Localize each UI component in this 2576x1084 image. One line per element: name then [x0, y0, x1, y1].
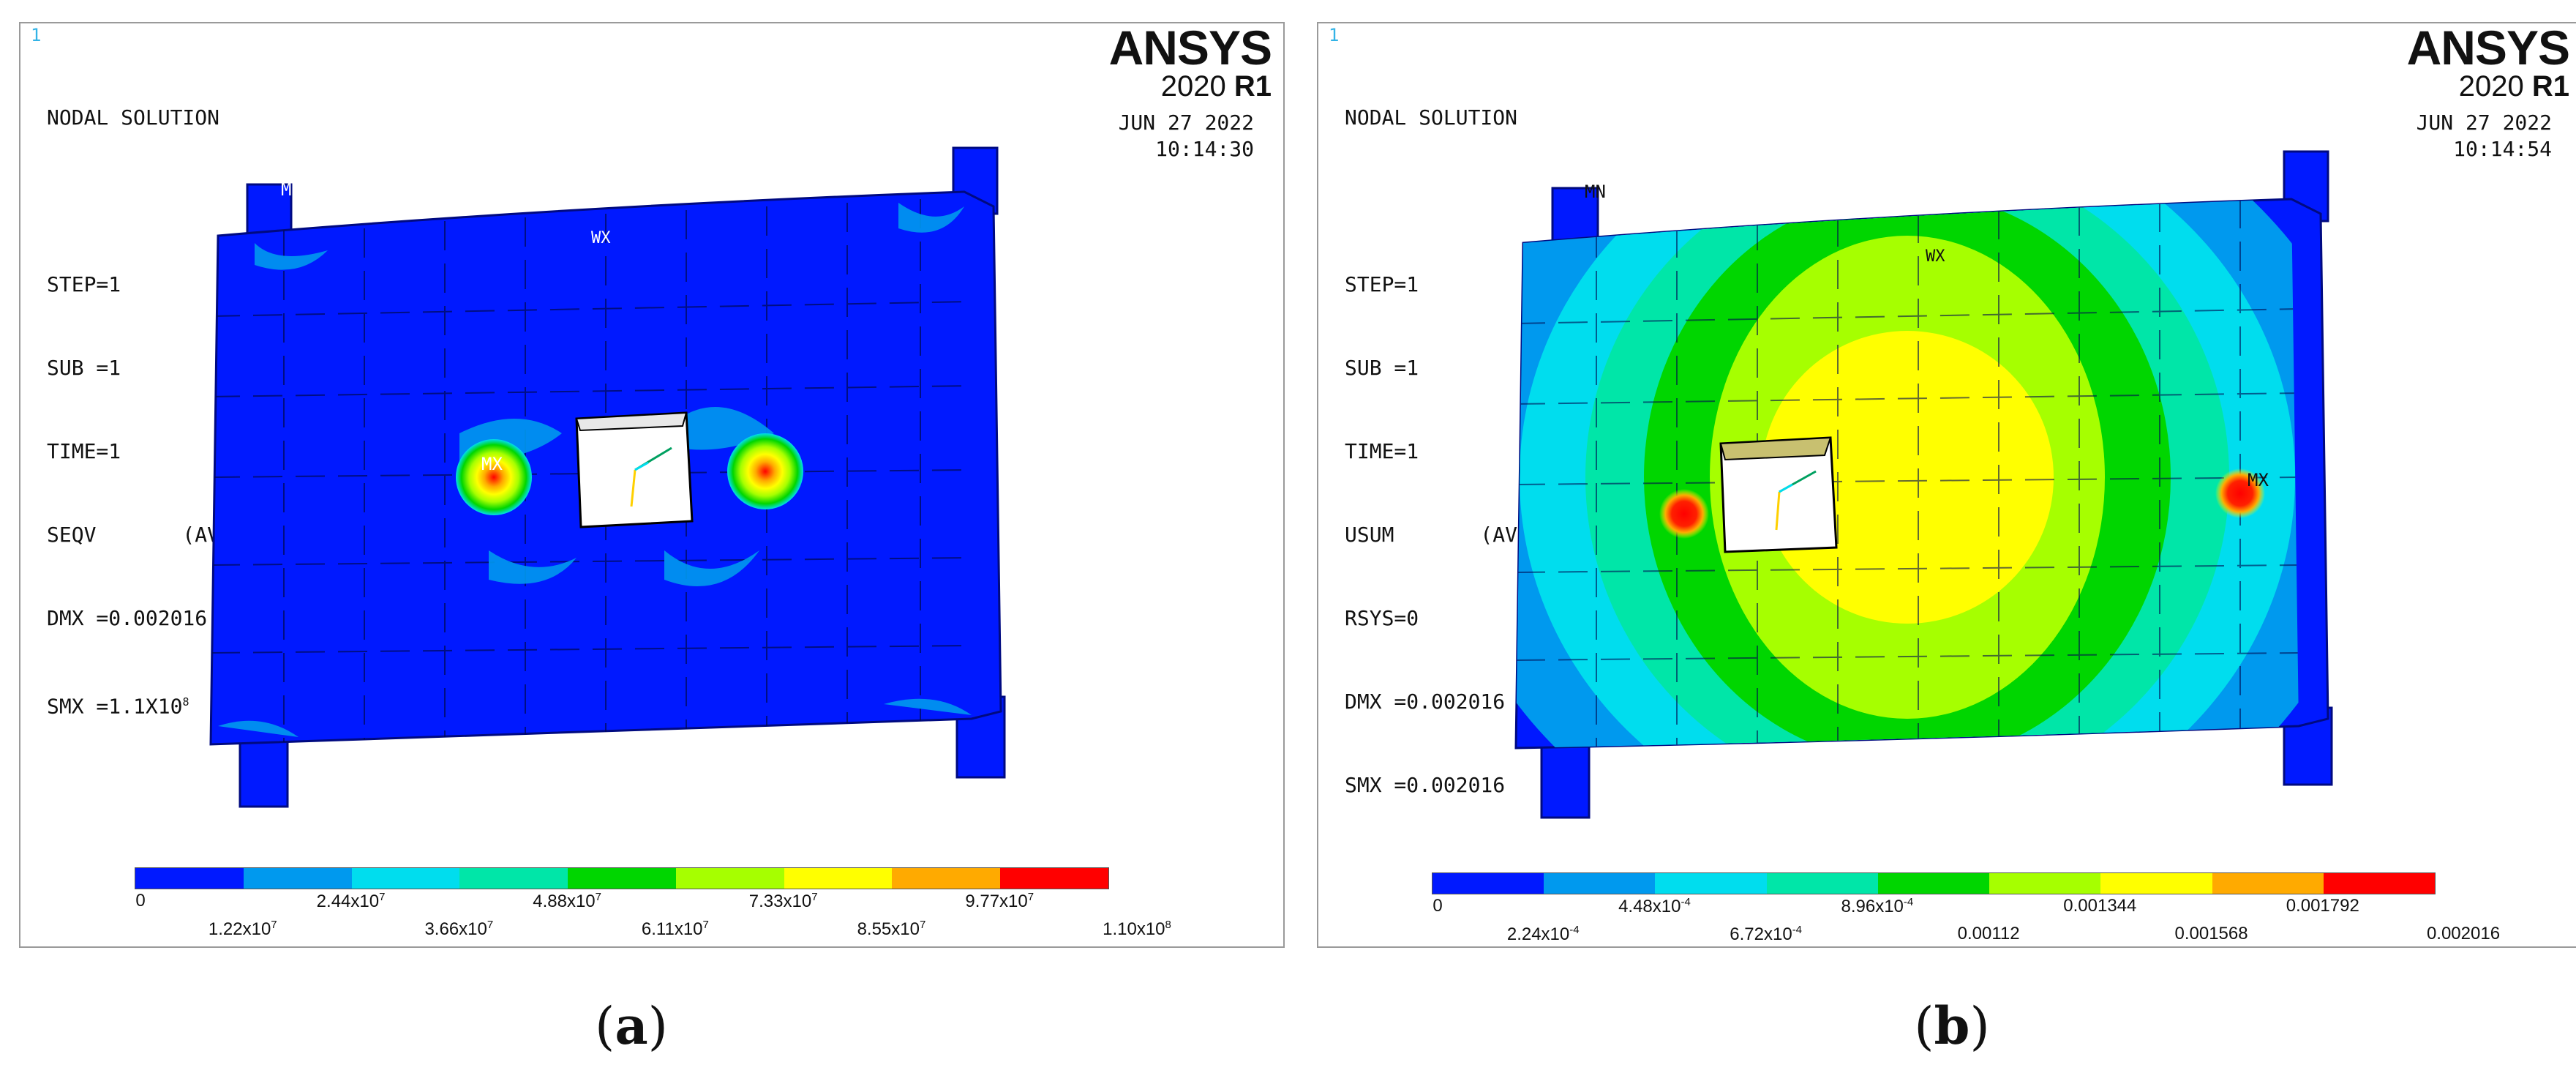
color-legend-bar: [1432, 872, 2436, 894]
legend-label-top-1: 0: [135, 891, 146, 911]
info-line-time: TIME=1: [47, 439, 121, 463]
version-release: R1: [1233, 70, 1272, 102]
legend-label-top-4: 7.33x107: [748, 891, 818, 911]
legend-swatch-2: [243, 868, 352, 889]
caption-letter: b: [1934, 995, 1970, 1056]
legend-swatch-6: [675, 868, 784, 889]
legend-label-top-3: 4.88x107: [533, 891, 601, 911]
legend-label-bottom-1: 2.24x10-4: [1506, 924, 1580, 944]
smx-mantissa: SMX =1.1X10: [47, 694, 183, 719]
legend-swatch-3: [1655, 873, 1767, 894]
info-line-title: NODAL SOLUTION: [1345, 105, 1518, 130]
legend-swatch-4: [459, 868, 568, 889]
legend-label-top-2: 2.44x107: [316, 891, 386, 911]
legend-label-top-2: 4.48x10-4: [1618, 896, 1691, 916]
displacement-hotspot-right: [2215, 468, 2265, 518]
legend-swatch-9: [1000, 868, 1109, 889]
legend-swatch-5: [1877, 873, 1990, 894]
info-line-sub: SUB =1: [1345, 356, 1419, 380]
panel-a-seqv: 1 NODAL SOLUTION STEP=1 SUB =1 TIME=1 SE…: [19, 22, 1285, 948]
timestamp: JUN 27 2022 10:14:30: [1119, 110, 1254, 162]
min-marker: MN: [1585, 182, 1606, 202]
version: 2020 R1: [2407, 72, 2569, 101]
window-number: 1: [1329, 25, 1340, 45]
info-line-smx: SMX =1.1X108: [47, 688, 244, 720]
legend-label-bottom-2: 3.66x107: [424, 919, 494, 939]
legend-swatch-6: [1989, 873, 2101, 894]
info-line-rsys: RSYS=0: [1345, 606, 1419, 630]
ansys-logo: ANSYS 2020 R1: [2406, 20, 2570, 101]
legend-label-top-5: 0.001792: [2286, 896, 2359, 916]
window-number: 1: [31, 25, 42, 45]
stress-hotspot-left: [456, 439, 532, 515]
info-line-time: TIME=1: [1345, 439, 1419, 463]
legend-swatch-3: [351, 868, 460, 889]
max-marker-left: MX: [481, 454, 503, 474]
legend-label-bottom-4: 8.55x107: [857, 919, 926, 939]
timestamp: JUN 27 2022 10:14:54: [2417, 110, 2552, 162]
info-line-dmx: DMX =0.002016: [1345, 689, 1506, 714]
stress-hotspot-right: [727, 433, 803, 509]
info-line-sub: SUB =1: [47, 356, 121, 380]
date: JUN 27 2022: [2416, 111, 2552, 135]
legend-swatch-4: [1766, 873, 1878, 894]
brand-name: ANSYS: [2406, 20, 2570, 75]
legend-swatch-8: [892, 868, 1001, 889]
legend-swatch-1: [1432, 873, 1544, 894]
panel-b-usum: 1 NODAL SOLUTION STEP=1 SUB =1 TIME=1 US…: [1317, 22, 2576, 948]
legend-swatch-7: [784, 868, 893, 889]
time: 10:14:54: [2453, 137, 2552, 161]
smx-exponent: 8: [182, 695, 189, 709]
version-number: 2020: [1160, 70, 1226, 102]
fe-model-view: MN MX WX: [209, 146, 1006, 808]
version: 2020 R1: [1109, 72, 1272, 101]
legend-swatch-1: [135, 868, 244, 889]
legend-swatch-9: [2323, 873, 2435, 894]
info-line-step: STEP=1: [1345, 272, 1419, 296]
triad-label: WX: [591, 229, 611, 247]
legend-label-bottom-2: 6.72x10-4: [1730, 924, 1803, 944]
info-line-dmx: DMX =0.002016: [47, 606, 208, 630]
brand-name: ANSYS: [1108, 20, 1272, 75]
info-line-title: NODAL SOLUTION: [47, 105, 220, 130]
color-legend-bar: [135, 867, 1109, 889]
info-line-step: STEP=1: [47, 272, 121, 296]
time: 10:14:30: [1155, 137, 1254, 161]
max-marker-right: MX: [2248, 470, 2269, 490]
legend-label-bottom-3: 6.11x107: [641, 919, 709, 939]
triad-icon: [1775, 470, 1817, 531]
version-number: 2020: [2458, 70, 2524, 102]
legend-label-bottom-5: 1.10x108: [1103, 919, 1171, 939]
ansys-logo: ANSYS 2020 R1: [1109, 23, 1272, 101]
legend-label-top-5: 9.77x107: [965, 891, 1034, 911]
legend-label-bottom-4: 0.001568: [2174, 924, 2248, 943]
legend-label-top-1: 0: [1432, 896, 1443, 916]
leg-bottom-left: [1540, 736, 1591, 819]
fe-model-view: MN MX WX: [1514, 150, 2333, 819]
legend-swatch-5: [568, 868, 676, 889]
caption-letter: a: [615, 995, 648, 1056]
date: JUN 27 2022: [1118, 111, 1254, 135]
displacement-hotspot-left: [1659, 489, 1709, 539]
caption-a: (a): [595, 995, 668, 1056]
triad-label: WX: [1926, 247, 1945, 266]
legend-label-bottom-5: 0.002016: [2426, 924, 2501, 943]
triad-icon: [630, 446, 672, 507]
version-release: R1: [2531, 70, 2569, 102]
caption-b: (b): [1914, 995, 1990, 1056]
legend-swatch-2: [1544, 873, 1656, 894]
legend-label-bottom-3: 0.00112: [1957, 924, 2020, 943]
legend-label-top-3: 8.96x10-4: [1841, 896, 1914, 916]
legend-swatch-7: [2100, 873, 2212, 894]
legend-label-bottom-1: 1.22x107: [208, 919, 277, 939]
legend-label-top-4: 0.001344: [2063, 896, 2137, 916]
legend-swatch-8: [2212, 873, 2324, 894]
info-line-smx: SMX =0.002016: [1345, 773, 1506, 797]
min-marker: MN: [281, 179, 302, 200]
